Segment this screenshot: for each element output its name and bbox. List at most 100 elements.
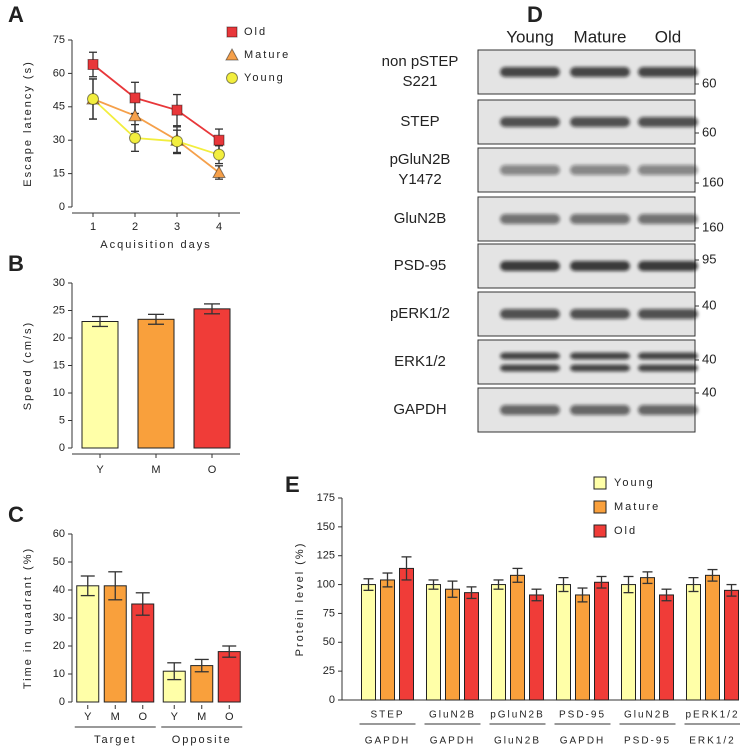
band — [638, 214, 698, 224]
error-bar — [623, 575, 634, 594]
band — [570, 117, 630, 127]
bar — [361, 584, 376, 701]
band — [500, 352, 560, 360]
error-bar — [642, 571, 653, 585]
x-tick-label: O — [138, 711, 147, 723]
y-tick-label: 20 — [53, 640, 65, 652]
panel-label: E — [285, 472, 300, 497]
marker — [129, 92, 141, 104]
mw-label: 40 — [702, 384, 716, 399]
x-tick-label: PSD-95 — [559, 710, 606, 721]
bar — [193, 308, 231, 449]
row-label: STEP — [400, 113, 439, 130]
legend-label: Young — [244, 72, 285, 84]
y-tick-label: 10 — [53, 668, 65, 680]
x-tick-label: Y — [96, 464, 104, 476]
error-bar — [222, 645, 237, 658]
marker — [87, 58, 99, 70]
band — [570, 405, 630, 415]
error-bar — [707, 568, 718, 582]
x-tick-label: pGluN2B — [490, 710, 545, 721]
y-axis-label: Escape latency (s) — [22, 60, 34, 186]
x-tick-label: 3 — [174, 221, 180, 233]
error-bar — [148, 313, 164, 325]
band — [638, 364, 698, 372]
x-tick-label: O — [225, 711, 234, 723]
band — [500, 364, 560, 372]
band — [570, 67, 630, 77]
marker — [213, 134, 225, 146]
y-tick-label: 30 — [53, 277, 65, 289]
x-tick-label: pERK1/2 — [685, 710, 739, 721]
y-tick-label: 40 — [53, 584, 65, 596]
row-label: S221 — [402, 73, 437, 90]
row-label: ERK1/2 — [394, 353, 446, 370]
x-tick-label: M — [197, 711, 206, 723]
panel-label: B — [8, 251, 24, 276]
bar — [399, 567, 414, 701]
legend-label: Mature — [614, 501, 660, 513]
x-tick-label: 1 — [90, 221, 96, 233]
error-bar — [577, 587, 588, 603]
marker — [87, 93, 99, 106]
column-label: Mature — [574, 27, 627, 46]
y-tick-label: 50 — [53, 556, 65, 568]
mw-label: 160 — [702, 219, 724, 234]
y-axis-label: Time in quadrant (%) — [22, 547, 34, 689]
band — [570, 352, 630, 360]
marker — [213, 148, 225, 161]
band — [638, 261, 698, 271]
x-tick-label-denominator: GluN2B — [494, 736, 541, 747]
bar — [81, 321, 119, 449]
marker — [226, 72, 238, 84]
bar — [594, 581, 609, 701]
error-bar — [194, 658, 209, 673]
band — [500, 309, 560, 319]
row-label: GluN2B — [394, 210, 447, 227]
legend-label: Old — [244, 26, 267, 38]
x-tick-label: GluN2B — [429, 710, 476, 721]
legend-swatch — [593, 500, 607, 514]
marker — [171, 135, 183, 148]
band — [500, 67, 560, 77]
row-label: PSD-95 — [394, 257, 447, 274]
y-axis-label: Speed (cm/s) — [22, 321, 34, 410]
y-tick-label: 0 — [59, 201, 65, 213]
band — [500, 261, 560, 271]
panel-label: D — [527, 2, 543, 27]
mw-label: 60 — [702, 124, 716, 139]
band — [570, 165, 630, 175]
error-bar — [167, 662, 182, 681]
band — [638, 405, 698, 415]
y-tick-label: 0 — [329, 694, 335, 706]
band — [638, 165, 698, 175]
error-bar — [558, 576, 569, 593]
mw-label: 160 — [702, 174, 724, 189]
x-axis-label: Acquisition days — [100, 239, 212, 251]
band — [500, 165, 560, 175]
x-tick-label: GluN2B — [624, 710, 671, 721]
marker — [225, 47, 239, 61]
bar — [445, 588, 460, 701]
x-tick-label-denominator: PSD-95 — [624, 736, 671, 747]
mw-label: 95 — [702, 251, 716, 266]
y-tick-label: 30 — [53, 134, 65, 146]
y-tick-label: 25 — [53, 304, 65, 316]
y-tick-label: 15 — [53, 168, 65, 180]
y-tick-label: 10 — [53, 387, 65, 399]
y-tick-label: 60 — [53, 67, 65, 79]
bar — [76, 585, 100, 703]
x-tick-label: O — [208, 464, 217, 476]
bar — [575, 594, 590, 701]
bar — [621, 584, 636, 701]
panel-label: A — [8, 2, 24, 27]
bar — [464, 592, 479, 701]
band — [638, 67, 698, 77]
x-tick-label: M — [151, 464, 160, 476]
error-bar — [596, 575, 607, 589]
error-bar — [108, 571, 123, 601]
legend-swatch — [593, 476, 607, 490]
line — [92, 63, 220, 141]
bar — [103, 585, 127, 703]
